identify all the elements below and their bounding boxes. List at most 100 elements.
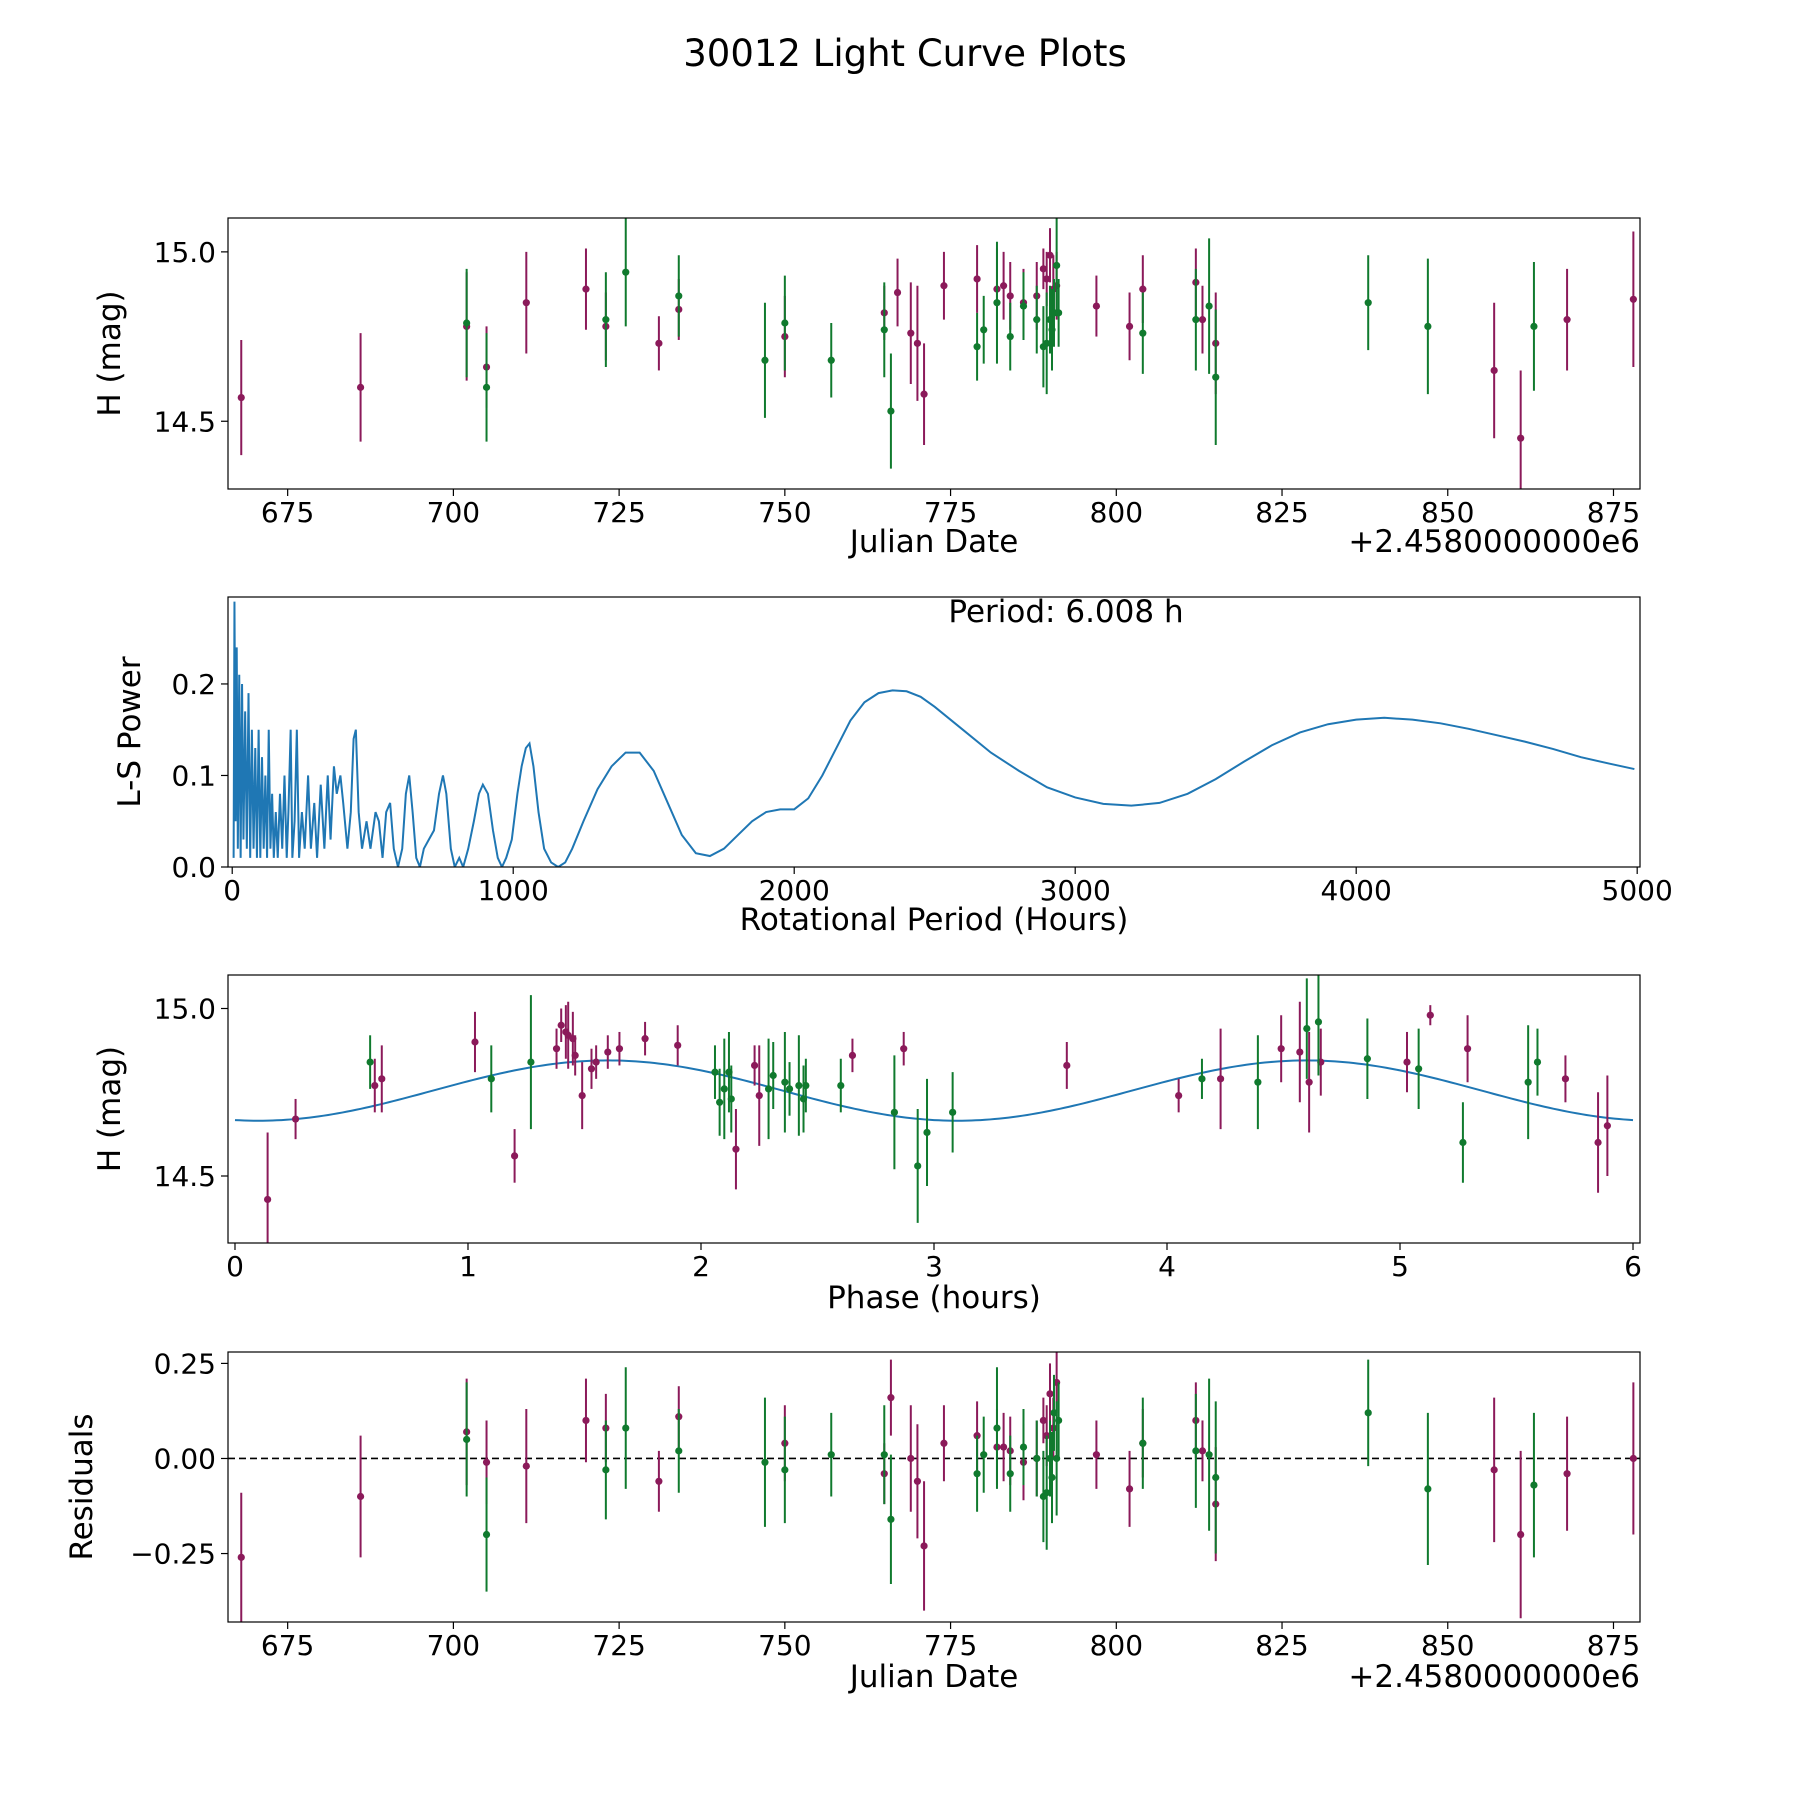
data-point-magenta [1629,231,1637,368]
marker [641,1035,649,1043]
marker [582,285,590,293]
x-tick-label: 675 [261,1629,314,1662]
marker [1524,1078,1532,1086]
axes-frame [227,596,1641,868]
marker [1006,1470,1014,1478]
data-point-green [1533,1028,1542,1096]
marker [675,292,683,300]
marker [655,339,663,347]
marker [764,1085,773,1093]
marker [1463,1045,1472,1053]
marker [1198,316,1207,324]
x-axis-label: Julian Date [848,1659,1019,1695]
marker [1046,251,1054,259]
marker [920,390,928,398]
marker [887,407,895,415]
data-point-green [887,353,895,469]
marker [1459,1138,1467,1147]
marker [1415,1065,1423,1073]
marker [587,1065,596,1073]
x-tick-label: 700 [427,1629,480,1662]
data-point-magenta [1563,268,1571,371]
y-tick-label: 15.0 [154,236,216,269]
data-point-green [781,1031,789,1133]
period-annotation: Period: 6.008 h [948,594,1183,630]
x-tick-label: 1000 [478,874,549,907]
y-tick-label: 14.5 [154,405,216,438]
data-point-magenta [913,285,922,401]
marker [1530,322,1538,330]
marker [622,1424,630,1432]
marker [1205,302,1213,310]
marker [973,275,981,283]
marker [973,343,981,351]
data-point-green [785,1062,794,1116]
marker [1048,1473,1056,1482]
data-point-green [1415,1028,1423,1109]
marker [887,1515,895,1523]
marker [1039,265,1047,273]
data-point-green [1043,1435,1051,1550]
data-point-magenta [887,1359,895,1436]
marker [1043,275,1051,283]
x-tick-label: 825 [1255,496,1308,529]
marker [602,1466,610,1474]
data-point-green [1053,218,1061,317]
marker [1403,1058,1411,1066]
x-tick-label: 6 [1624,1250,1642,1283]
data-point-magenta [655,1450,663,1512]
data-point-green [1033,1420,1041,1497]
data-point-green [973,312,981,381]
data-point-green [1192,1393,1200,1508]
marker [604,1048,612,1056]
data-point-magenta [750,1045,759,1086]
marker [237,393,245,402]
data-point-magenta [510,1129,519,1183]
data-point-magenta [522,1409,530,1524]
x-tick-label: 725 [592,1629,645,1662]
x-tick-label: 2000 [759,874,830,907]
marker [890,1108,898,1116]
marker [1033,1454,1041,1463]
marker [913,1477,922,1485]
data-point-green [769,1042,777,1109]
x-tick-label: 775 [924,1629,977,1662]
data-point-magenta [1198,1420,1207,1482]
data-point-magenta [1000,1412,1008,1482]
marker [1000,1443,1008,1451]
data-point-magenta [907,282,915,384]
data-point-magenta [1517,370,1525,489]
marker [727,1095,735,1103]
x-tick-label: 800 [1090,496,1143,529]
marker [1212,373,1220,381]
x-tick-label: 875 [1587,1629,1640,1662]
marker [592,1058,600,1066]
marker [1000,282,1008,290]
marker [1517,1530,1525,1539]
data-point-green [463,268,471,378]
data-point-green [980,295,988,364]
data-point-green [1006,302,1014,371]
data-point-green [1139,292,1147,374]
data-point-magenta [522,251,530,354]
data-point-green [727,1065,735,1133]
data-point-magenta [557,1008,565,1042]
marker [914,1162,922,1170]
data-point-magenta [552,1028,561,1069]
data-point-green [1019,1409,1028,1486]
data-point-magenta [893,258,902,327]
marker [980,1451,988,1459]
marker [1198,1075,1206,1083]
data-point-green [1055,1382,1063,1459]
data-point-magenta [264,1132,272,1243]
x-tick-label: 750 [758,496,811,529]
marker [1424,322,1432,330]
marker [1490,366,1498,375]
marker [1629,295,1637,303]
axes-frame [227,217,1641,490]
marker [366,1058,374,1066]
data-point-magenta [1000,251,1008,320]
marker [615,1045,624,1053]
y-tick-label: −0.25 [130,1538,216,1571]
data-point-green [1019,272,1028,340]
